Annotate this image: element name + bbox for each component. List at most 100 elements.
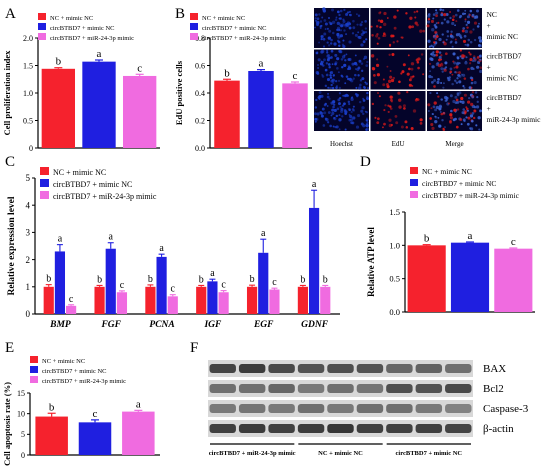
cell-nucleus xyxy=(376,73,381,77)
cell-nucleus xyxy=(441,8,445,12)
y-axis-title: Relative ATP level xyxy=(366,227,376,297)
cell-nucleus xyxy=(422,29,426,33)
cell-nucleus xyxy=(333,116,336,120)
cell-nucleus xyxy=(360,69,364,73)
cell-nucleus xyxy=(440,13,444,17)
cell-nucleus xyxy=(449,116,453,120)
cell-nucleus xyxy=(464,9,467,12)
cell-nucleus xyxy=(463,34,467,38)
cell-nucleus xyxy=(426,24,430,28)
cell-nucleus xyxy=(340,58,344,61)
protein-band xyxy=(297,424,325,433)
cell-nucleus xyxy=(360,109,364,113)
cell-nucleus xyxy=(432,105,436,109)
y-tick-label: 2 xyxy=(26,255,31,265)
cell-nucleus xyxy=(356,95,359,98)
cell-nucleus xyxy=(395,121,399,125)
cell-nucleus xyxy=(463,77,467,80)
cell-nucleus xyxy=(334,125,337,129)
panel-label-b: B xyxy=(175,6,185,22)
cell-nucleus xyxy=(378,95,381,98)
cell-nucleus xyxy=(322,45,326,48)
bar xyxy=(41,68,76,148)
legend-swatch xyxy=(30,376,38,383)
cell-nucleus xyxy=(322,124,326,127)
cell-nucleus xyxy=(383,109,386,112)
cell-nucleus xyxy=(468,86,472,89)
cell-nucleus xyxy=(451,82,454,86)
cell-nucleus xyxy=(429,117,432,120)
micrograph-row-label: + xyxy=(487,21,491,30)
cell-nucleus xyxy=(348,10,351,13)
cell-nucleus xyxy=(379,11,382,14)
cell-nucleus xyxy=(462,85,465,88)
cell-nucleus xyxy=(477,43,481,47)
cell-nucleus xyxy=(332,103,336,106)
cell-nucleus xyxy=(434,119,438,124)
cell-nucleus xyxy=(434,115,437,118)
cell-nucleus xyxy=(328,97,331,100)
protein-band xyxy=(238,384,266,393)
micrograph-row-label: mimic NC xyxy=(487,74,518,83)
cell-nucleus xyxy=(350,96,353,99)
legend-label: circBTBD7 + miR-24-3p mimic xyxy=(42,378,126,385)
cell-nucleus xyxy=(326,27,329,30)
bar xyxy=(35,416,68,455)
cell-nucleus xyxy=(476,96,479,99)
cell-nucleus xyxy=(337,40,340,43)
protein-band xyxy=(297,404,325,413)
cell-nucleus xyxy=(333,108,337,113)
cell-nucleus xyxy=(428,45,431,48)
cell-nucleus xyxy=(471,59,475,63)
cell-nucleus xyxy=(347,66,352,71)
protein-band xyxy=(445,424,472,433)
cell-nucleus xyxy=(345,33,348,36)
protein-band xyxy=(415,424,443,433)
significance-letter: a xyxy=(97,48,102,60)
cell-nucleus xyxy=(327,92,330,95)
cell-nucleus xyxy=(431,113,434,116)
cell-nucleus xyxy=(446,30,450,33)
significance-letter: c xyxy=(137,62,142,74)
cell-nucleus xyxy=(365,82,369,86)
cell-nucleus xyxy=(459,49,462,52)
cell-nucleus xyxy=(314,120,317,123)
cell-nucleus xyxy=(452,52,456,56)
cell-nucleus xyxy=(397,91,401,95)
cell-nucleus xyxy=(342,18,345,21)
significance-letter: a xyxy=(259,58,264,70)
cell-nucleus xyxy=(468,51,471,54)
cell-nucleus xyxy=(364,30,368,34)
cell-nucleus xyxy=(469,114,474,118)
cell-nucleus xyxy=(416,61,420,64)
protein-band xyxy=(386,404,413,413)
cell-nucleus xyxy=(386,65,389,68)
cell-nucleus xyxy=(323,32,327,36)
cell-nucleus xyxy=(326,49,329,52)
significance-letter: a xyxy=(312,179,317,190)
cell-nucleus xyxy=(365,128,368,131)
y-tick-label: 1.0 xyxy=(23,89,33,98)
cell-nucleus xyxy=(470,81,474,85)
cell-nucleus xyxy=(464,29,469,34)
cell-nucleus xyxy=(413,11,416,14)
cell-nucleus xyxy=(431,126,435,131)
cell-nucleus xyxy=(314,26,316,29)
cell-nucleus xyxy=(342,39,345,42)
legend-swatch xyxy=(38,23,46,30)
cell-nucleus xyxy=(450,40,453,43)
cell-nucleus xyxy=(479,58,482,61)
cell-nucleus xyxy=(438,58,441,62)
cell-nucleus xyxy=(332,31,335,35)
legend-label: circBTBD7 + mimic NC xyxy=(42,368,107,375)
cell-nucleus xyxy=(386,83,389,86)
cell-nucleus xyxy=(429,92,432,95)
cell-nucleus xyxy=(338,114,341,117)
cell-nucleus xyxy=(474,15,479,19)
cell-nucleus xyxy=(433,101,437,105)
cell-nucleus xyxy=(373,81,377,85)
microscopy-panel: Hoechst EdU Merge NC + mimic NC circBTBD7 + mimi… xyxy=(314,7,541,148)
cell-nucleus xyxy=(351,121,355,125)
bar xyxy=(78,422,112,455)
cell-nucleus xyxy=(445,13,449,16)
